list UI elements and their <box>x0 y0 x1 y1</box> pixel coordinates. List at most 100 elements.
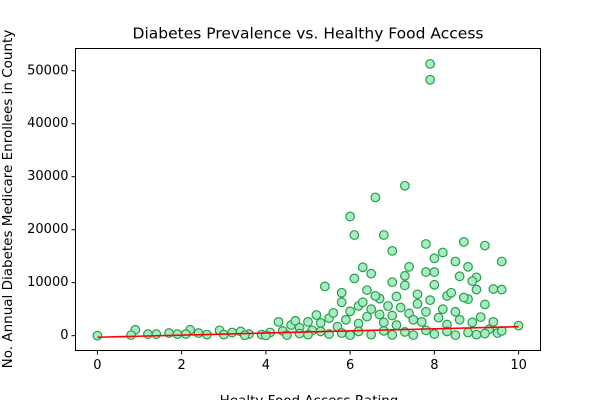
point <box>480 328 490 339</box>
point <box>290 315 301 326</box>
point <box>172 329 183 339</box>
point <box>357 297 368 308</box>
plot-area <box>92 58 524 341</box>
point <box>378 317 389 328</box>
y-tick-label: 40000 <box>27 116 68 131</box>
point <box>239 330 250 341</box>
point <box>349 273 360 284</box>
point <box>143 329 153 339</box>
point <box>366 268 377 279</box>
point <box>429 253 440 264</box>
y-tick-label: 30000 <box>27 169 68 184</box>
point <box>408 314 419 325</box>
point <box>421 239 431 249</box>
point <box>387 245 398 256</box>
point <box>357 262 368 273</box>
point <box>463 327 473 338</box>
point <box>395 302 406 313</box>
point <box>294 328 305 339</box>
point <box>425 74 436 85</box>
y-tick-label: 0 <box>60 328 68 343</box>
x-tick-label: 0 <box>93 358 101 373</box>
point <box>303 316 313 327</box>
point <box>399 270 410 281</box>
point <box>345 306 356 317</box>
axes-frame <box>75 48 541 351</box>
point <box>180 329 191 339</box>
point <box>429 279 440 290</box>
y-tick-label: 50000 <box>27 63 68 78</box>
point <box>336 287 347 298</box>
point <box>429 329 440 339</box>
point <box>391 291 402 302</box>
point <box>126 330 136 341</box>
point <box>404 261 414 272</box>
point <box>463 261 473 272</box>
point <box>480 299 490 310</box>
point <box>450 256 461 267</box>
point <box>416 316 427 327</box>
x-tick-label: 6 <box>346 358 354 373</box>
point <box>378 230 389 240</box>
x-axis-label: Healty Food Access Rating <box>220 393 399 400</box>
point <box>151 329 162 339</box>
point <box>433 312 444 323</box>
point <box>421 306 431 317</box>
point <box>429 267 440 277</box>
point <box>374 309 385 320</box>
point <box>362 311 372 322</box>
point <box>399 180 410 191</box>
point <box>408 330 419 341</box>
point <box>336 328 347 338</box>
point <box>458 236 469 247</box>
point <box>362 285 372 296</box>
trend-line <box>97 325 519 339</box>
x-tick-label: 4 <box>262 358 270 373</box>
point <box>421 267 431 277</box>
point <box>412 289 423 300</box>
y-axis-label: No. Annual Diabetes Medicare Enrollees i… <box>0 30 16 369</box>
point <box>311 310 322 320</box>
point <box>467 317 478 328</box>
point <box>425 295 436 306</box>
point <box>353 318 364 329</box>
point <box>366 329 377 340</box>
point <box>387 310 398 321</box>
x-tick-label: 2 <box>178 358 186 373</box>
point <box>227 327 238 338</box>
point <box>513 320 524 331</box>
point <box>319 281 330 292</box>
x-tick-label: 8 <box>430 358 438 373</box>
point <box>349 230 360 240</box>
point <box>458 292 469 303</box>
point <box>454 314 465 325</box>
point <box>425 58 436 69</box>
point <box>480 240 490 251</box>
point <box>496 284 507 295</box>
point <box>471 329 482 340</box>
point <box>488 284 499 294</box>
point <box>450 330 461 341</box>
point <box>437 247 448 258</box>
point <box>421 325 431 336</box>
point <box>488 316 499 327</box>
point <box>92 330 103 341</box>
point <box>467 276 478 286</box>
point <box>370 192 381 203</box>
point <box>454 271 465 282</box>
point <box>383 301 393 311</box>
point <box>475 312 486 323</box>
point <box>450 306 461 317</box>
point <box>387 329 398 340</box>
point <box>193 328 204 338</box>
chart-title: Diabetes Prevalence vs. Healthy Food Acc… <box>133 25 484 43</box>
point <box>496 256 507 267</box>
point <box>273 316 284 327</box>
point <box>437 304 448 315</box>
point <box>399 280 410 291</box>
point <box>345 211 356 222</box>
point <box>412 298 423 309</box>
y-tick-label: 10000 <box>27 275 68 290</box>
point <box>341 314 351 325</box>
